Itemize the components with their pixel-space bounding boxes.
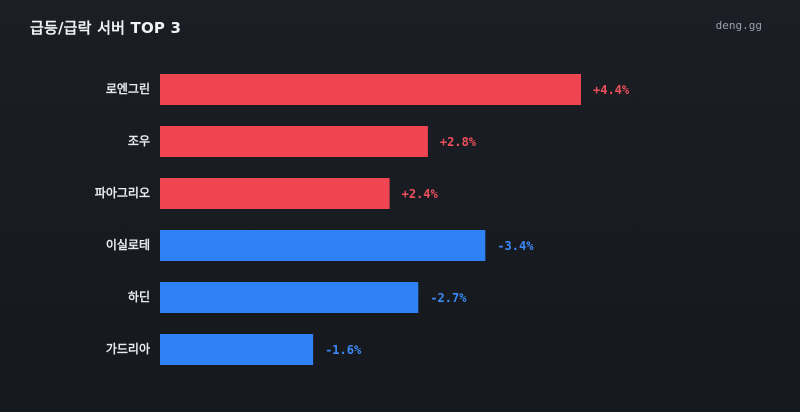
value-label: -1.6% [325,343,362,357]
value-label: +2.8% [440,135,477,149]
category-label: 하딘 [128,289,150,304]
bar [160,74,581,105]
value-label: +4.4% [593,83,630,97]
chart-title: 급등/급락 서버 TOP 3 [30,19,182,37]
bar [160,282,419,313]
category-label: 조우 [128,134,150,148]
bar [160,178,390,209]
bar [160,230,486,261]
value-label: -2.7% [430,291,467,305]
bar [160,334,314,365]
value-label: +2.4% [402,187,439,201]
category-label: 파아그리오 [95,185,150,200]
value-label: -3.4% [497,239,534,253]
category-label: 이실로테 [106,237,150,252]
category-label: 가드리아 [106,341,150,356]
category-label: 로엔그린 [106,81,150,96]
brand-label: deng.gg [715,19,762,32]
bar [160,126,428,157]
